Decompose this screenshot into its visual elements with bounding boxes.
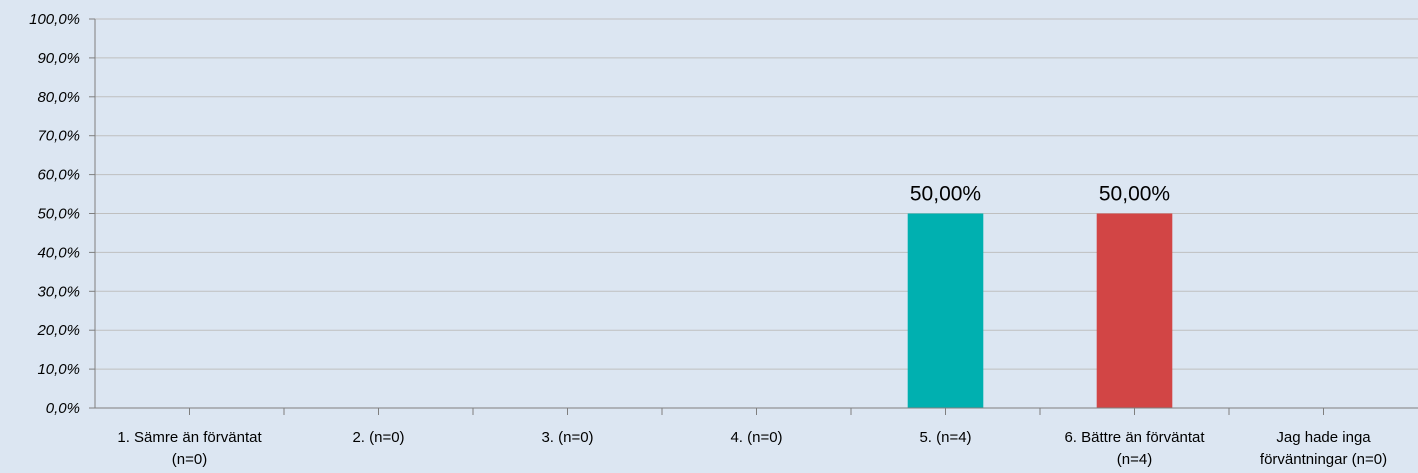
y-tick-label: 60,0% xyxy=(37,167,80,184)
data-labels: 50,00% 50,00% xyxy=(910,183,1170,206)
y-tick-label: 20,0% xyxy=(36,322,80,339)
y-tick-label: 0,0% xyxy=(46,400,80,417)
y-tick-label: 10,0% xyxy=(37,361,80,378)
x-tick-labels: 1. Sämre än förväntat (n=0) 2. (n=0) 3. (n=… xyxy=(117,429,1387,468)
y-tick-label: 80,0% xyxy=(37,89,80,106)
y-tick-label: 30,0% xyxy=(37,283,80,300)
y-tick-label: 90,0% xyxy=(37,50,80,67)
y-tick-label: 100,0% xyxy=(29,11,80,28)
y-tick-label: 70,0% xyxy=(37,128,80,145)
y-tick-labels: 0,0% 10,0% 20,0% 30,0% 40,0% 50,0% 60,0% 70,0% 8… xyxy=(29,11,80,417)
x-tick-label: 6. Bättre än förväntat xyxy=(1064,429,1205,446)
data-label: 50,00% xyxy=(1099,183,1170,206)
x-tick-label: 5. (n=4) xyxy=(919,429,971,446)
x-tick-label: 2. (n=0) xyxy=(352,429,404,446)
x-tick-label: 4. (n=0) xyxy=(730,429,782,446)
data-label: 50,00% xyxy=(910,183,981,206)
x-tick-label: Jag hade inga xyxy=(1276,429,1371,446)
y-tick-label: 40,0% xyxy=(37,244,80,261)
bar xyxy=(1096,213,1173,408)
grid-lines xyxy=(95,18,1418,370)
x-tick-label: 1. Sämre än förväntat xyxy=(117,429,262,446)
axes xyxy=(89,18,1418,415)
bar xyxy=(907,213,984,408)
x-tick-label: (n=0) xyxy=(172,451,207,468)
y-tick-label: 50,0% xyxy=(37,206,80,223)
x-tick-label: 3. (n=0) xyxy=(541,429,593,446)
x-tick-label: förväntningar (n=0) xyxy=(1260,451,1387,468)
bars xyxy=(907,213,1173,408)
x-tick-label: (n=4) xyxy=(1117,451,1152,468)
